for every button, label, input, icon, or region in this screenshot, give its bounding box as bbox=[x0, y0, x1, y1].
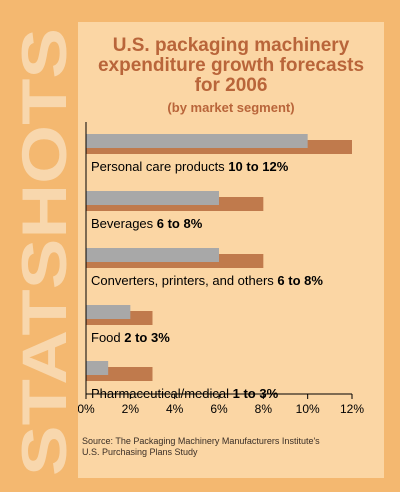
category-name: Food bbox=[91, 330, 124, 345]
source-line-2: U.S. Purchasing Plans Study bbox=[82, 447, 198, 457]
chart-panel: U.S. packaging machinery expenditure gro… bbox=[78, 22, 384, 478]
x-tick-label: 12% bbox=[340, 402, 364, 416]
category-name: Converters, printers, and others bbox=[91, 273, 277, 288]
category-name: Beverages bbox=[91, 216, 157, 231]
x-tick-label: 8% bbox=[255, 402, 273, 416]
x-tick-label: 2% bbox=[122, 402, 140, 416]
source-note: Source: The Packaging Machinery Manufact… bbox=[82, 436, 372, 458]
bar-low bbox=[86, 248, 219, 262]
bar-low bbox=[86, 305, 131, 319]
source-line-1: Source: The Packaging Machinery Manufact… bbox=[82, 436, 320, 446]
title-block: U.S. packaging machinery expenditure gro… bbox=[78, 36, 384, 116]
bar-low bbox=[86, 361, 109, 375]
category-range: 6 to 8% bbox=[157, 216, 203, 231]
bar-chart: Personal care products 10 to 12% Beverage… bbox=[78, 122, 364, 416]
x-tick-label: 10% bbox=[296, 402, 320, 416]
category-label: Beverages 6 to 8% bbox=[91, 216, 203, 231]
category-label: Personal care products 10 to 12% bbox=[91, 159, 289, 174]
chart-title: U.S. packaging machinery expenditure gro… bbox=[97, 35, 365, 96]
x-tick-label: 6% bbox=[210, 402, 228, 416]
category-range: 2 to 3% bbox=[124, 330, 170, 345]
category-range: 6 to 8% bbox=[277, 273, 323, 288]
statshots-side-word: STATSHOTS bbox=[10, 28, 78, 476]
category-name: Personal care products bbox=[91, 159, 228, 174]
svg-text:STATSHOTS: STATSHOTS bbox=[10, 28, 78, 476]
bar-low bbox=[86, 191, 219, 205]
x-tick-label: 4% bbox=[166, 402, 184, 416]
category-label: Converters, printers, and others 6 to 8% bbox=[91, 273, 323, 288]
category-range: 10 to 12% bbox=[228, 159, 288, 174]
bar-low bbox=[86, 134, 308, 148]
chart-subtitle: (by market segment) bbox=[167, 100, 295, 115]
x-tick-label: 0% bbox=[78, 402, 95, 416]
category-label: Food 2 to 3% bbox=[91, 330, 170, 345]
